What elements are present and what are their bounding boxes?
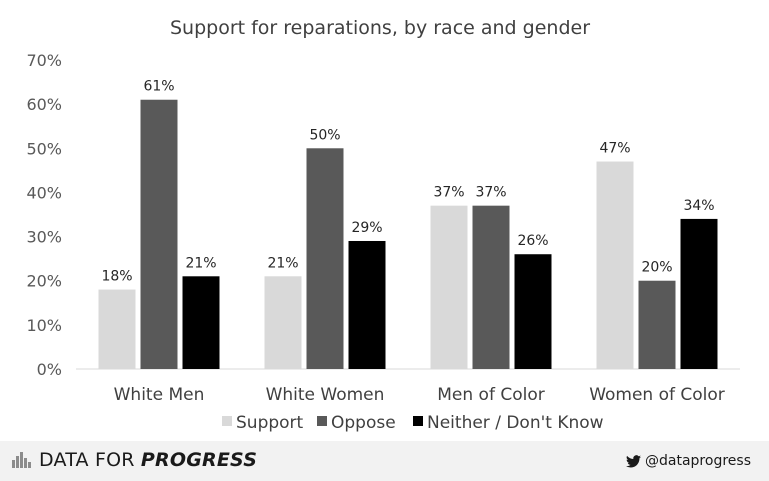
data-label: 50% bbox=[309, 127, 340, 143]
legend-swatch bbox=[222, 416, 232, 426]
bar-neither-don-t-know-2 bbox=[514, 254, 552, 369]
bar-neither-don-t-know-1 bbox=[348, 240, 386, 369]
bar-support-0 bbox=[98, 289, 136, 369]
chart-title: Support for reparations, by race and gen… bbox=[170, 17, 590, 39]
data-label: 61% bbox=[143, 79, 174, 95]
y-tick-label: 40% bbox=[26, 183, 62, 202]
y-tick-label: 0% bbox=[37, 360, 62, 379]
y-tick-label: 70% bbox=[26, 51, 62, 70]
footer: DATA FOR PROGRESS @dataprogress bbox=[0, 441, 769, 481]
bar-support-3 bbox=[596, 161, 634, 369]
bar-neither-don-t-know-3 bbox=[680, 218, 718, 369]
data-label: 37% bbox=[433, 185, 464, 201]
data-label: 47% bbox=[599, 141, 630, 157]
bar-oppose-1 bbox=[306, 148, 344, 369]
data-label: 18% bbox=[101, 269, 132, 285]
chart: Support for reparations, by race and gen… bbox=[26, 17, 740, 433]
data-label: 20% bbox=[641, 260, 672, 276]
bar-neither-don-t-know-0 bbox=[182, 276, 220, 369]
bar-oppose-3 bbox=[638, 280, 676, 369]
legend-label: Neither / Don't Know bbox=[427, 413, 604, 433]
data-label: 29% bbox=[351, 220, 382, 236]
bar-chart-icon bbox=[12, 452, 31, 468]
y-tick-label: 60% bbox=[26, 95, 62, 114]
x-category-label: White Men bbox=[114, 385, 205, 405]
data-label: 21% bbox=[185, 255, 216, 271]
bar-oppose-0 bbox=[140, 99, 178, 369]
bars bbox=[98, 99, 718, 369]
legend-label: Oppose bbox=[331, 413, 396, 433]
twitter-bird-icon bbox=[626, 454, 642, 467]
y-tick-label: 50% bbox=[26, 139, 62, 158]
data-label: 21% bbox=[267, 255, 298, 271]
legend-swatch bbox=[413, 416, 423, 426]
brand-logo: DATA FOR PROGRESS bbox=[12, 447, 257, 473]
bar-oppose-2 bbox=[472, 205, 510, 369]
legend: Support Oppose Neither / Don't Know bbox=[222, 413, 604, 433]
data-labels: 18% 61% 21% 21% 50% 29% 37% 37% 26% 47% 20% 34% bbox=[101, 79, 714, 285]
y-tick-label: 30% bbox=[26, 228, 62, 247]
bar-support-2 bbox=[430, 205, 468, 369]
brand-name: DATA FOR PROGRESS bbox=[39, 449, 258, 471]
data-label: 34% bbox=[683, 198, 714, 214]
twitter-handle[interactable]: @dataprogress bbox=[626, 451, 751, 471]
legend-swatch bbox=[317, 416, 327, 426]
legend-label: Support bbox=[236, 413, 304, 433]
y-axis: 0% 10% 20% 30% 40% 50% 60% 70% bbox=[26, 51, 62, 379]
handle-text: @dataprogress bbox=[645, 453, 751, 469]
y-tick-label: 20% bbox=[26, 272, 62, 291]
x-category-label: White Women bbox=[266, 385, 385, 405]
bar-support-1 bbox=[264, 276, 302, 369]
data-label: 37% bbox=[475, 185, 506, 201]
x-axis: White Men White Women Men of Color Women of… bbox=[114, 385, 725, 405]
x-category-label: Men of Color bbox=[437, 385, 544, 405]
y-tick-label: 10% bbox=[26, 316, 62, 335]
x-category-label: Women of Color bbox=[589, 385, 725, 405]
data-label: 26% bbox=[517, 233, 548, 249]
